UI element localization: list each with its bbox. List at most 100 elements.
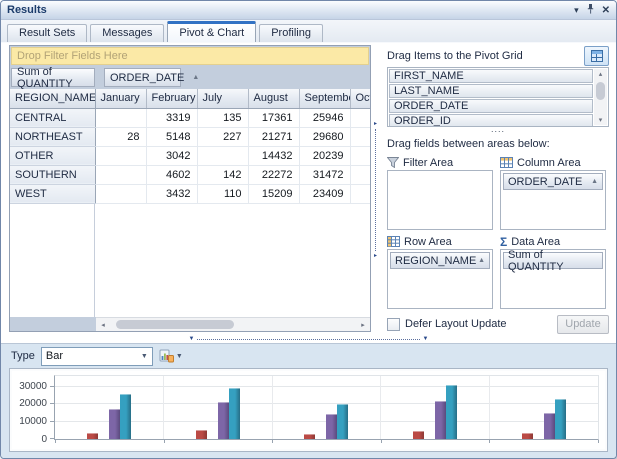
y-axis-tick-label: 20000 bbox=[19, 398, 47, 410]
cell[interactable]: 21271 bbox=[248, 127, 300, 147]
row-area-field[interactable]: REGION_NAME ▲ bbox=[390, 252, 490, 270]
defer-layout-update-checkbox[interactable] bbox=[387, 317, 400, 331]
pin-icon[interactable] bbox=[586, 4, 595, 16]
scrollbar-thumb[interactable] bbox=[116, 320, 234, 329]
cell[interactable]: 110 bbox=[197, 184, 249, 204]
cell[interactable]: 5148 bbox=[146, 127, 198, 147]
row-header[interactable]: OTHER bbox=[10, 146, 96, 166]
scroll-up-icon[interactable]: ▴ bbox=[598, 71, 603, 79]
cell[interactable] bbox=[350, 127, 370, 147]
x-tick bbox=[272, 440, 274, 443]
column-header-july[interactable]: July bbox=[197, 89, 249, 109]
scrollbar-thumb[interactable] bbox=[596, 81, 605, 100]
cell[interactable]: 20239 bbox=[299, 146, 351, 166]
column-header-february[interactable]: February bbox=[146, 89, 198, 109]
column-area-box[interactable]: ORDER_DATE ▲ bbox=[500, 170, 606, 231]
cell[interactable] bbox=[95, 146, 147, 166]
field-list-scrollbar[interactable]: ▴ ▾ bbox=[594, 68, 607, 126]
cell[interactable]: 29680 bbox=[299, 127, 351, 147]
cell[interactable] bbox=[350, 184, 370, 204]
cell[interactable]: 28 bbox=[95, 127, 147, 147]
field-item-last-name[interactable]: LAST_NAME bbox=[389, 83, 593, 98]
tab-profiling[interactable]: Profiling bbox=[259, 24, 323, 42]
scroll-right-icon[interactable]: ▸ bbox=[361, 321, 365, 329]
bar-august-central bbox=[108, 409, 120, 439]
sort-asc-icon: ▲ bbox=[591, 178, 598, 186]
data-area-field[interactable]: Sum of QUANTITY bbox=[503, 249, 603, 273]
cell[interactable] bbox=[197, 146, 249, 166]
row-header[interactable]: CENTRAL bbox=[10, 108, 96, 128]
field-list-resize-handle[interactable]: .... bbox=[490, 124, 505, 135]
bar-september-central bbox=[119, 394, 131, 439]
chevron-down-icon: ▼ bbox=[140, 352, 148, 360]
field-item-order-id[interactable]: ORDER_ID bbox=[389, 113, 593, 127]
column-area-field[interactable]: ORDER_DATE ▲ bbox=[503, 173, 603, 191]
chart-type-select[interactable]: Bar ▼ bbox=[40, 346, 153, 366]
cell[interactable] bbox=[350, 165, 370, 185]
cell[interactable]: 4602 bbox=[146, 165, 198, 185]
window-menu-chevron-icon[interactable]: ▾ bbox=[574, 4, 579, 15]
splitter-collapse-icon[interactable]: ▼ bbox=[422, 336, 429, 342]
tab-messages[interactable]: Messages bbox=[90, 24, 165, 42]
pivot-horizontal-scrollbar[interactable]: ◂ ▸ bbox=[96, 317, 370, 331]
cell[interactable]: 3432 bbox=[146, 184, 198, 204]
bar-august-southern bbox=[435, 400, 447, 439]
cell[interactable]: 22272 bbox=[248, 165, 300, 185]
cell[interactable]: 31472 bbox=[299, 165, 351, 185]
tab-pivot-chart[interactable]: Pivot & Chart bbox=[167, 21, 257, 42]
cell[interactable]: 142 bbox=[197, 165, 249, 185]
cell[interactable]: 3319 bbox=[146, 108, 198, 128]
scroll-left-icon[interactable]: ◂ bbox=[101, 321, 105, 329]
filter-drop-zone[interactable]: Drop Filter Fields Here bbox=[11, 47, 369, 65]
filter-area-box[interactable] bbox=[387, 170, 493, 231]
table-row: NORTHEAST 28 5148 227 21271 29680 bbox=[10, 127, 370, 147]
cell[interactable]: 14432 bbox=[248, 146, 300, 166]
funnel-icon bbox=[387, 157, 399, 169]
horizontal-splitter[interactable]: ▼ ▼ bbox=[1, 335, 616, 343]
cell[interactable] bbox=[95, 184, 147, 204]
row-area-box[interactable]: REGION_NAME ▲ bbox=[387, 249, 493, 310]
cell[interactable] bbox=[95, 165, 147, 185]
splitter-collapse-icon[interactable]: ▼ bbox=[188, 336, 195, 342]
scroll-down-icon[interactable]: ▾ bbox=[598, 116, 603, 124]
column-header-september[interactable]: September bbox=[299, 89, 351, 109]
chart-type-label: Type bbox=[11, 350, 35, 362]
cell[interactable]: 227 bbox=[197, 127, 249, 147]
row-field-header[interactable]: REGION_NAME▲ bbox=[10, 89, 96, 109]
cell[interactable]: 3042 bbox=[146, 146, 198, 166]
pivot-grid: Drop Filter Fields Here Sum of QUANTITY … bbox=[9, 45, 371, 332]
splitter-collapse-icon[interactable]: ▸ bbox=[373, 253, 377, 259]
row-header[interactable]: SOUTHERN bbox=[10, 165, 96, 185]
cell[interactable] bbox=[350, 108, 370, 128]
field-item-order-date[interactable]: ORDER_DATE bbox=[389, 98, 593, 113]
x-tick bbox=[598, 440, 599, 443]
table-row: CENTRAL 3319 135 17361 25946 bbox=[10, 108, 370, 128]
row-header[interactable]: NORTHEAST bbox=[10, 127, 96, 147]
y-tick bbox=[50, 403, 55, 405]
splitter-collapse-icon[interactable]: ▸ bbox=[373, 121, 377, 127]
cell[interactable]: 17361 bbox=[248, 108, 300, 128]
column-header-january[interactable]: January bbox=[95, 89, 147, 109]
column-header-october[interactable]: October bbox=[350, 89, 370, 109]
tab-result-sets[interactable]: Result Sets bbox=[7, 24, 88, 42]
column-header-august[interactable]: August bbox=[248, 89, 300, 109]
chart-group-other bbox=[273, 376, 382, 439]
chart-options-button[interactable]: ▼ bbox=[159, 349, 183, 363]
close-icon[interactable]: ✕ bbox=[601, 4, 610, 16]
pivot-grid-layout-button[interactable] bbox=[584, 45, 609, 66]
chevron-down-icon: ▼ bbox=[175, 352, 183, 360]
cell[interactable]: 15209 bbox=[248, 184, 300, 204]
cell[interactable]: 23409 bbox=[299, 184, 351, 204]
cell[interactable]: 25946 bbox=[299, 108, 351, 128]
data-field-button[interactable]: Sum of QUANTITY bbox=[11, 66, 95, 90]
table-row: OTHER 3042 14432 20239 bbox=[10, 146, 370, 166]
update-button[interactable]: Update bbox=[557, 314, 609, 334]
vertical-splitter[interactable]: ▸ ▸ bbox=[371, 45, 380, 335]
column-field-button[interactable]: ORDER_DATE ▲ bbox=[104, 68, 199, 87]
row-header[interactable]: WEST bbox=[10, 184, 96, 204]
cell[interactable]: 135 bbox=[197, 108, 249, 128]
data-area-box[interactable]: Sum of QUANTITY bbox=[500, 249, 606, 310]
cell[interactable] bbox=[350, 146, 370, 166]
cell[interactable] bbox=[95, 108, 147, 128]
field-item-first-name[interactable]: FIRST_NAME bbox=[389, 68, 593, 83]
